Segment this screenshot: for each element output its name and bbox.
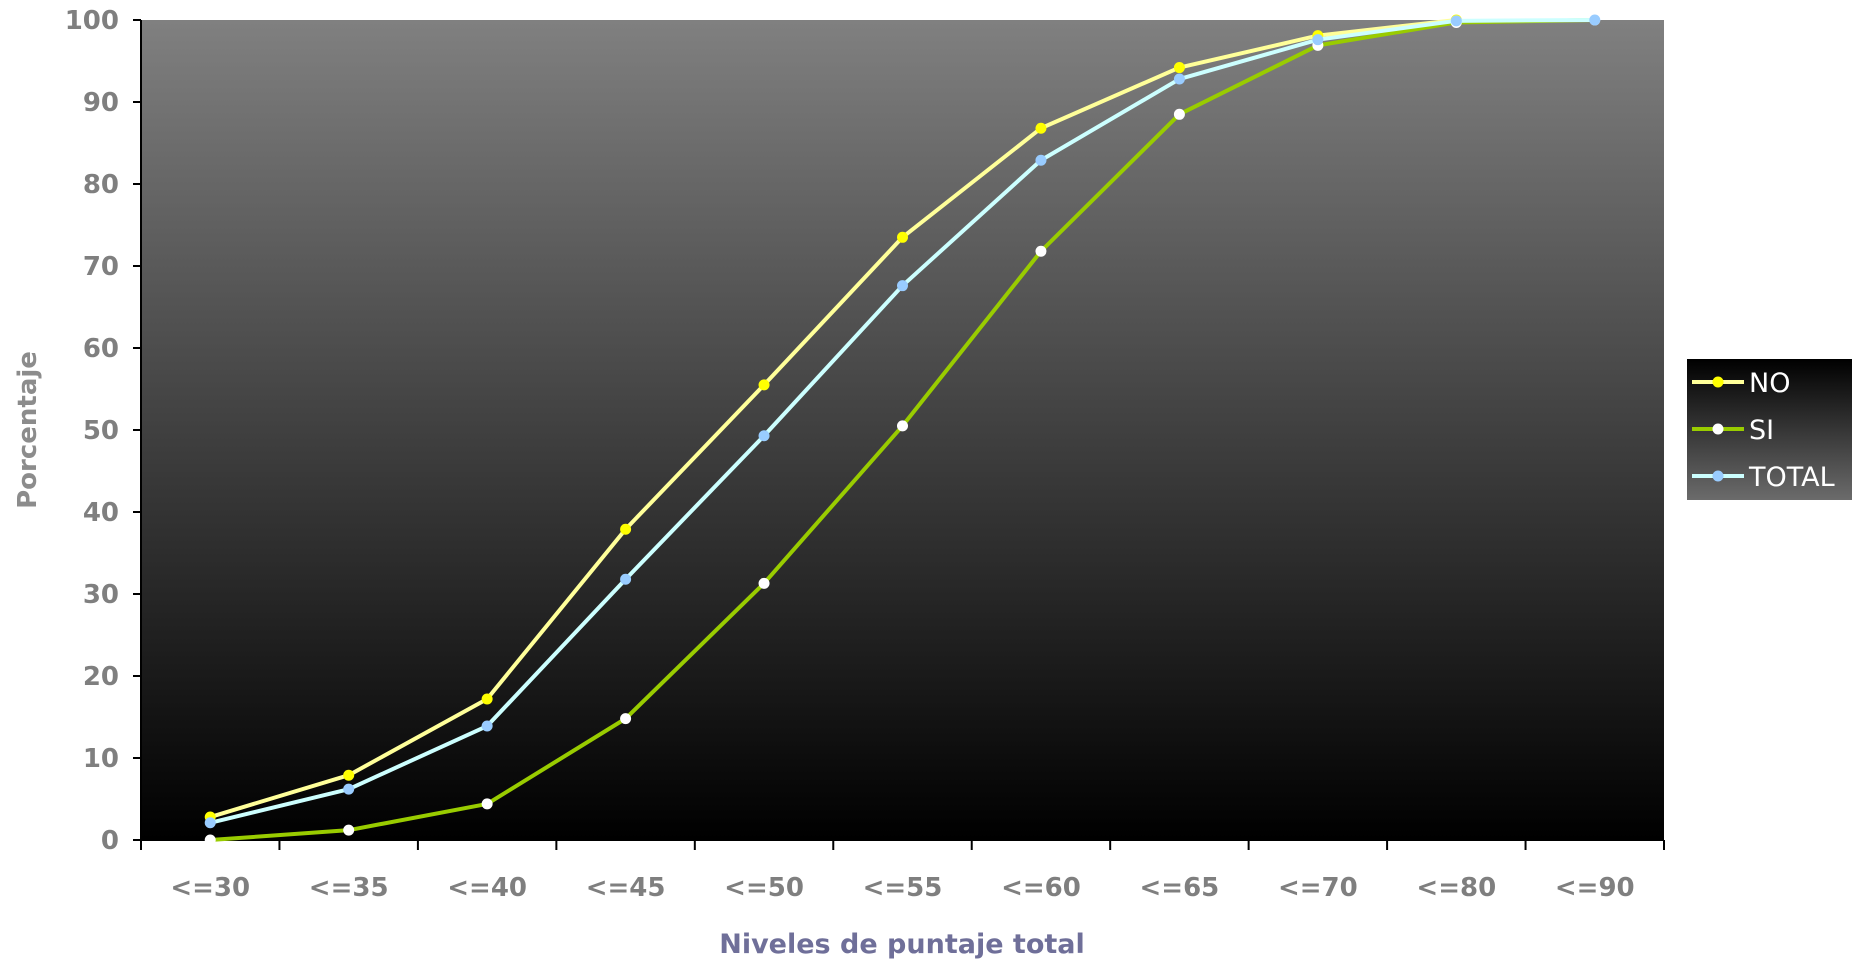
data-point <box>1035 154 1047 166</box>
data-point <box>1173 73 1185 85</box>
data-point <box>481 720 493 732</box>
data-point <box>1173 108 1185 120</box>
data-point <box>897 420 908 432</box>
x-tick-label: <=35 <box>309 873 389 903</box>
y-axis-title: Porcentaje <box>13 351 43 509</box>
y-tick-label: 70 <box>83 252 119 282</box>
data-point <box>897 280 908 292</box>
data-point <box>204 834 216 846</box>
series-layer <box>204 14 1601 846</box>
data-point <box>481 693 493 705</box>
legend-item-no: NO <box>1692 368 1790 399</box>
x-tick-label: <=90 <box>1555 873 1635 903</box>
data-point <box>620 523 632 535</box>
y-tick-label: 60 <box>83 334 119 364</box>
legend-swatch-marker <box>1712 470 1724 482</box>
x-tick-label: <=45 <box>586 873 666 903</box>
x-axis-title: Niveles de puntaje total <box>719 929 1085 959</box>
data-point <box>204 817 216 829</box>
x-tick-label: <=65 <box>1140 873 1220 903</box>
data-point <box>620 573 632 585</box>
data-point <box>1312 34 1324 46</box>
x-tick-label: <=80 <box>1416 873 1496 903</box>
legend: NO SI TOTAL <box>1687 359 1852 500</box>
x-axis-ticks: <=30 <=35 <=40 <=45 <=50 <=55 <=60 <=65 <=70 <=80… <box>140 840 1665 903</box>
y-tick-label: 80 <box>83 170 119 200</box>
legend-item-si: SI <box>1692 415 1774 446</box>
data-point <box>1035 122 1047 134</box>
data-point <box>343 824 355 836</box>
y-tick-label: 90 <box>83 88 119 118</box>
y-tick-label: 30 <box>83 580 119 610</box>
y-tick-label: 10 <box>83 744 119 774</box>
y-tick-label: 40 <box>83 498 119 528</box>
series-line <box>209 18 1457 819</box>
data-point <box>620 713 632 725</box>
legend-item-total: TOTAL <box>1692 462 1835 493</box>
data-point <box>758 430 770 442</box>
y-tick-label: 50 <box>83 416 119 446</box>
x-tick-label: <=70 <box>1278 873 1358 903</box>
data-point <box>1450 15 1462 27</box>
data-point <box>897 231 908 243</box>
y-tick-label: 0 <box>101 826 119 856</box>
data-point <box>343 783 355 795</box>
y-tick-label: 20 <box>83 662 119 692</box>
x-tick-label: <=30 <box>170 873 250 903</box>
legend-swatch-marker <box>1712 376 1724 388</box>
data-point <box>758 379 770 391</box>
x-tick-label: <=55 <box>863 873 943 903</box>
legend-label: TOTAL <box>1748 462 1835 493</box>
data-point <box>343 769 355 781</box>
data-point <box>1173 62 1185 74</box>
data-point <box>1589 14 1601 26</box>
data-point <box>481 798 493 810</box>
data-point <box>758 577 770 589</box>
x-tick-label: <=60 <box>1001 873 1081 903</box>
legend-label: NO <box>1749 368 1790 399</box>
y-axis-ticks: 0 10 20 30 40 50 60 70 80 90 100 <box>65 6 141 856</box>
legend-label: SI <box>1749 415 1774 446</box>
y-tick-label: 100 <box>65 6 119 36</box>
x-tick-label: <=50 <box>724 873 804 903</box>
data-point <box>1035 245 1047 257</box>
x-tick-label: <=40 <box>447 873 527 903</box>
legend-swatch-marker <box>1712 423 1724 435</box>
series-total <box>204 14 1601 829</box>
